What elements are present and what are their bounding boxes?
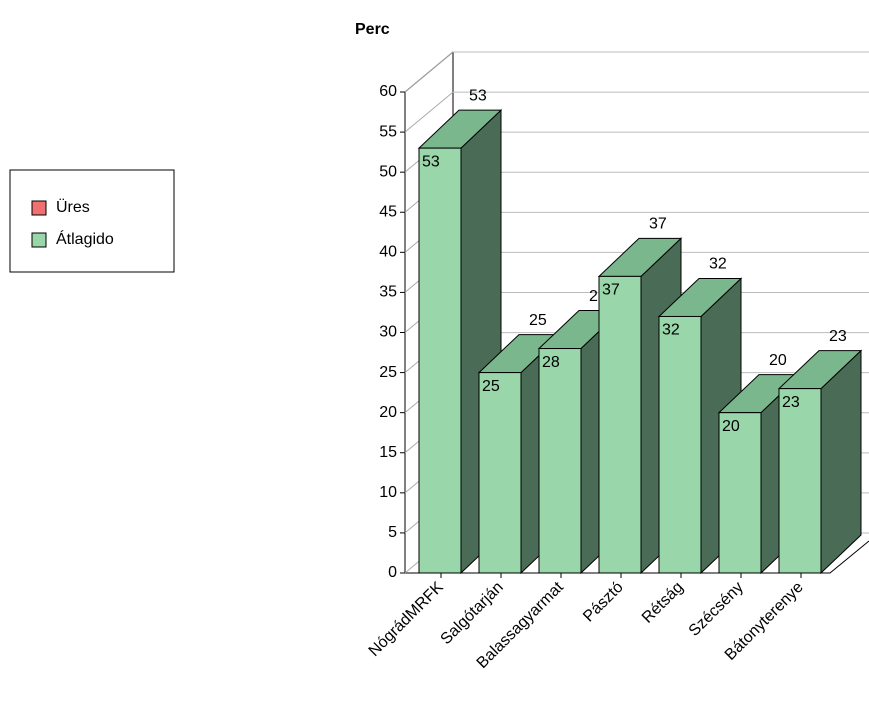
bar-front [418,147,462,574]
value-label: 20 [722,418,740,435]
value-label: 53 [469,87,487,104]
y-tick-label: 0 [388,564,397,581]
y-axis-label: Perc [355,21,390,38]
y-tick-label: 60 [379,83,397,100]
y-tick-label: 10 [379,484,397,501]
value-label: 28 [542,354,560,371]
legend [9,169,175,273]
y-tick-label: 25 [379,364,397,381]
bar-front [718,412,762,574]
legend-swatch [31,232,47,248]
x-tick-label: NógrádMRFK [366,579,447,660]
y-tick-label: 20 [379,404,397,421]
bar-front [778,388,822,574]
x-tick-label: Szécsény [686,579,747,640]
grid-line [404,91,454,133]
legend-label: Üres [56,198,90,216]
bar-front [478,372,522,574]
x-tick-label: Rétság [639,579,687,627]
value-label: 53 [422,153,440,170]
y-tick-label: 35 [379,284,397,301]
y-tick-label: 15 [379,444,397,461]
value-label: 32 [662,322,680,339]
legend-label: Átlagido [56,229,114,248]
value-label: 20 [769,352,787,369]
value-label: 25 [482,378,500,395]
y-tick-label: 5 [388,524,397,541]
x-tick-label: Pásztó [580,579,627,626]
bar-side [820,349,862,575]
grid-line [404,51,454,93]
value-label: 23 [829,328,847,345]
bar-front [598,275,642,574]
value-label: 25 [529,312,547,329]
y-tick-label: 30 [379,324,397,341]
value-label: 23 [782,394,800,411]
y-tick-label: 50 [379,163,397,180]
legend-swatch [31,200,47,216]
y-tick-label: 55 [379,123,397,140]
bar-front [538,348,582,574]
y-tick-label: 40 [379,244,397,261]
bar [777,349,863,575]
bar-front [658,315,702,574]
y-tick-label: 45 [379,203,397,220]
value-label: 32 [709,256,727,273]
value-label: 37 [649,216,667,233]
value-label: 37 [602,282,620,299]
